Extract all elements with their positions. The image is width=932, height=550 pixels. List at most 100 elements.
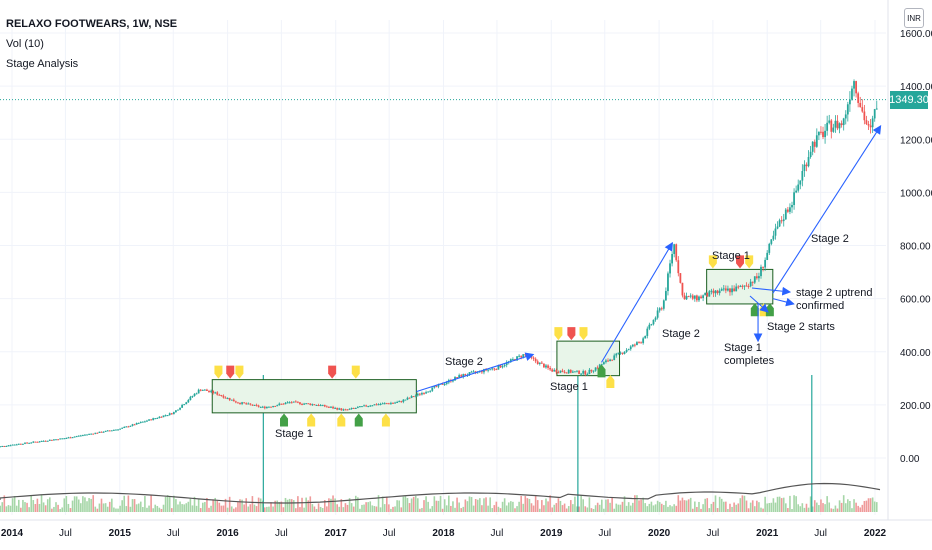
candle-body — [499, 365, 502, 368]
volume-bar — [818, 505, 820, 512]
candle-body — [224, 397, 227, 399]
candle-body — [710, 290, 713, 292]
volume-bar — [69, 508, 72, 512]
volume-bar — [532, 505, 535, 512]
candle-body — [156, 417, 159, 419]
candle-body — [390, 402, 392, 404]
volume-bar — [541, 500, 543, 512]
candle-body — [234, 401, 237, 403]
x-tick-label: Jul — [383, 528, 396, 539]
volume-bar — [417, 498, 419, 512]
volume-bar — [251, 496, 254, 512]
volume-bar — [820, 499, 822, 512]
candle-body — [315, 404, 318, 406]
volume-bar — [609, 502, 611, 512]
candle-body — [245, 403, 248, 405]
candle-body — [551, 369, 554, 372]
volume-bar — [96, 508, 99, 512]
candle-body — [381, 403, 384, 405]
candle-body — [187, 400, 190, 403]
candle-body — [687, 296, 690, 298]
candle-body — [716, 290, 719, 294]
volume-bar — [702, 504, 704, 512]
x-tick-label: 2018 — [432, 528, 455, 539]
candle-body — [150, 419, 153, 421]
price-axis[interactable]: 1600.00 1400.00 1200.00 1000.00 800.00 600.00… — [887, 0, 932, 520]
stage-indicator-label[interactable]: Stage Analysis — [6, 58, 79, 70]
volume-bar — [706, 498, 709, 512]
volume-bar — [700, 508, 702, 512]
candle-body — [218, 394, 221, 396]
candle-body — [458, 375, 461, 378]
volume-bar — [28, 507, 30, 512]
candle-body — [425, 392, 427, 394]
volume-bar — [394, 506, 396, 512]
volume-bar — [241, 499, 243, 512]
candle-body — [110, 430, 113, 432]
candle-body — [268, 406, 270, 408]
volume-bar — [17, 499, 20, 512]
candle-body — [379, 403, 382, 405]
candle-body — [869, 125, 872, 128]
candle-body — [452, 380, 454, 382]
volume-bar — [797, 504, 800, 512]
candle-body — [170, 413, 173, 415]
candle-body — [644, 335, 647, 339]
candle-body — [71, 437, 74, 439]
volume-bar — [400, 507, 403, 512]
volume-bar — [0, 505, 1, 512]
candle-body — [34, 441, 37, 443]
volume-bar — [673, 504, 675, 512]
volume-bar — [142, 507, 144, 512]
volume-bar — [3, 495, 6, 512]
volume-bar — [590, 508, 593, 512]
candle-body — [873, 109, 876, 119]
candle-body — [63, 438, 66, 440]
volume-bar — [197, 498, 200, 512]
candle-body — [712, 290, 715, 294]
volume-bar — [268, 506, 270, 512]
volume-bar — [245, 498, 248, 512]
candle-body — [26, 442, 28, 444]
volume-bar — [328, 498, 330, 512]
candle-body — [619, 352, 622, 354]
candle-body — [309, 403, 312, 405]
candle-body — [607, 360, 609, 362]
candle-body — [662, 300, 665, 309]
volume-bar — [429, 508, 432, 512]
volume-bar — [44, 505, 47, 512]
currency-badge[interactable]: INR — [904, 8, 924, 28]
time-axis[interactable]: 2014 Jul 2015 Jul 2016 Jul 2017 Jul 2018 Jul 2019 J… — [0, 519, 932, 539]
volume-bar — [264, 507, 266, 512]
volume-bar — [772, 498, 775, 512]
candle-body — [480, 370, 483, 373]
candle-body — [693, 295, 696, 299]
volume-bar — [611, 497, 613, 512]
volume-indicator-label[interactable]: Vol (10) — [6, 38, 44, 50]
y-tick-label: 0.00 — [900, 454, 920, 465]
candle-body — [100, 431, 103, 433]
candle-body — [799, 180, 802, 185]
volume-bar — [20, 507, 22, 512]
candle-body — [871, 118, 874, 128]
volume-bar — [847, 499, 849, 512]
volume-bar — [737, 503, 740, 512]
volume-bar — [63, 498, 66, 512]
candle-body — [396, 402, 399, 404]
volume-bar — [596, 502, 599, 512]
candle-body — [836, 120, 839, 129]
volume-bar — [824, 504, 826, 512]
candle-body — [9, 445, 12, 447]
trend-arrows — [416, 125, 882, 393]
volume-bar — [578, 506, 580, 512]
candle-body — [253, 404, 256, 406]
candle-body — [516, 356, 518, 361]
volume-bar — [739, 498, 742, 512]
volume-bar — [778, 496, 781, 512]
candle-body — [418, 393, 421, 395]
volume-bar — [40, 495, 43, 512]
symbol-title[interactable]: RELAXO FOOTWEARS, 1W, NSE — [6, 18, 178, 30]
volume-bar — [722, 501, 725, 512]
candle-body — [373, 404, 376, 406]
